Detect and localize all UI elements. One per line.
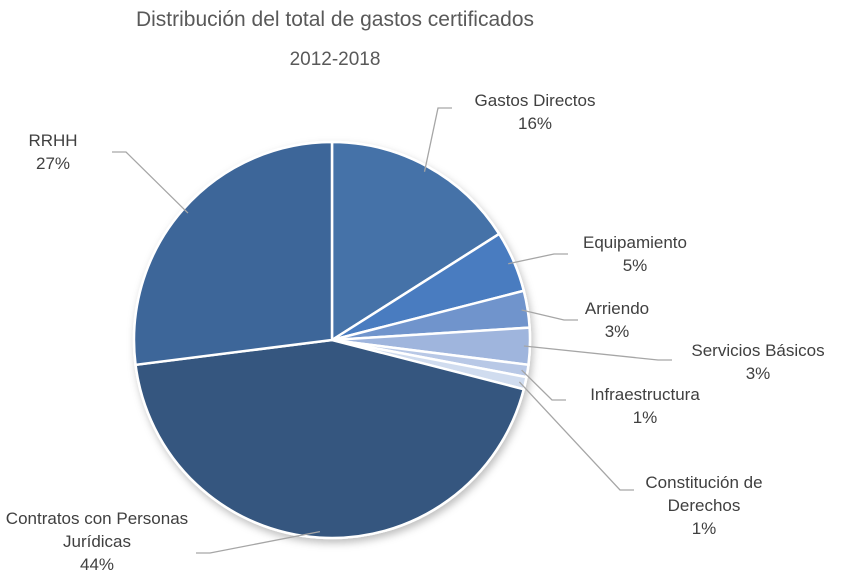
category-label: Contratos con Personas Jurídicas <box>5 509 189 551</box>
category-label: Infraestructura <box>590 385 700 404</box>
leader-line <box>196 530 321 554</box>
data-label: Gastos Directos 16% <box>450 90 620 136</box>
value-label: 3% <box>604 321 630 341</box>
category-label: Servicios Básicos <box>691 341 825 360</box>
pie-slice <box>134 338 526 540</box>
data-label: Arriendo 3% <box>562 298 672 344</box>
leader-line <box>518 381 634 491</box>
data-label: Servicios Básicos 3% <box>668 340 846 386</box>
leader-line <box>521 369 566 401</box>
chart-title: Distribución del total de gastos certifi… <box>135 8 535 31</box>
leader-line <box>423 107 452 172</box>
category-label: RRHH <box>28 131 78 150</box>
data-label: Infraestructura 1% <box>562 384 728 430</box>
category-label: Arriendo <box>584 299 650 318</box>
value-label: 44% <box>79 554 115 574</box>
data-label: Equipamiento 5% <box>560 232 710 278</box>
leader-line <box>523 345 672 361</box>
data-label: Constitución de Derechos 1% <box>618 472 790 541</box>
value-label: 16% <box>517 113 553 133</box>
category-label: Constitución de Derechos <box>645 473 763 515</box>
data-label: RRHH 27% <box>18 130 88 176</box>
category-label: Gastos Directos <box>474 91 596 110</box>
value-label: 1% <box>691 518 717 538</box>
pie-slice <box>330 140 501 343</box>
value-label: 1% <box>632 407 658 427</box>
pie-slice <box>132 140 334 367</box>
value-label: 27% <box>35 153 71 173</box>
chart-subtitle: 2012-2018 <box>289 49 381 70</box>
value-label: 3% <box>745 363 771 383</box>
category-label: Equipamiento <box>583 233 687 252</box>
leader-line <box>521 309 578 321</box>
leader-line <box>112 151 189 214</box>
data-label: Contratos con Personas Jurídicas 44% <box>2 508 192 577</box>
value-label: 5% <box>622 255 648 275</box>
leader-line <box>508 253 568 265</box>
